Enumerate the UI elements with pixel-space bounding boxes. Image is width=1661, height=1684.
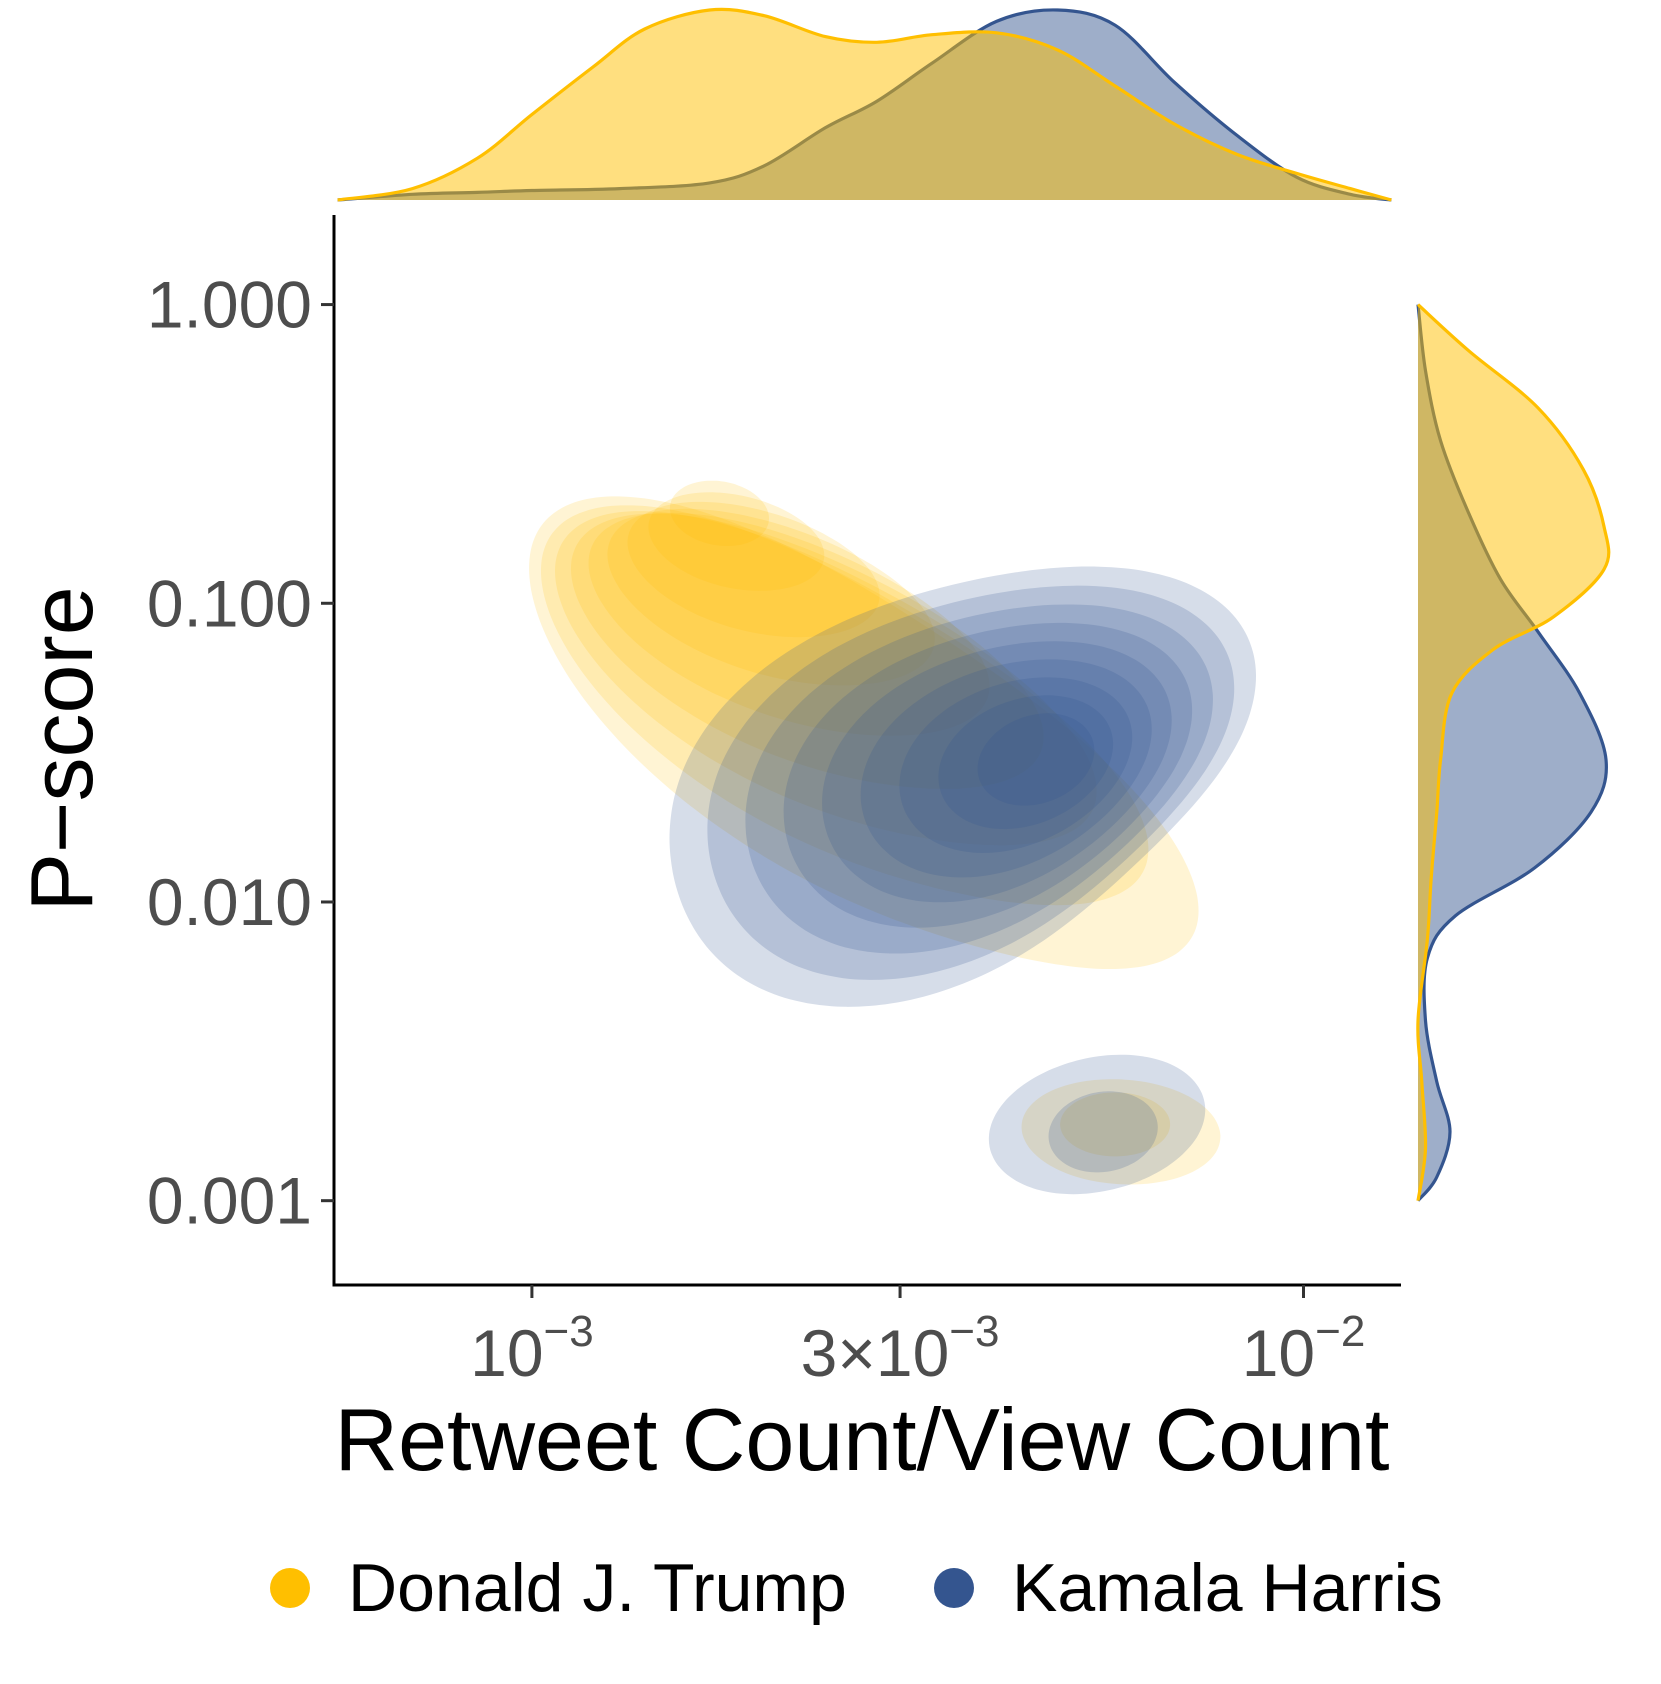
x-tick-label-0: 10−3 bbox=[470, 1307, 594, 1390]
density-contours bbox=[529, 480, 1257, 1195]
contour-level-harris-6 bbox=[899, 677, 1133, 853]
contour-level-harris-1 bbox=[1048, 1091, 1158, 1173]
y-marginal-line-trump bbox=[1416, 303, 1611, 1201]
contour-level-harris-3 bbox=[783, 622, 1193, 928]
legend-swatch-trump bbox=[270, 1568, 310, 1608]
contour-level-harris-8 bbox=[977, 713, 1095, 806]
x-marginal-line-trump bbox=[337, 7, 1392, 202]
y-tick-label-0: 1.000 bbox=[147, 268, 312, 342]
density-group-trump-0 bbox=[529, 480, 1199, 970]
contour-level-trump-7 bbox=[648, 492, 825, 591]
y-tick-label-2: 0.010 bbox=[147, 865, 312, 939]
contour-level-harris-5 bbox=[860, 659, 1152, 878]
y-tick-label-1: 0.100 bbox=[147, 566, 312, 640]
y-marginal-fill-trump bbox=[1417, 304, 1609, 1201]
legend: Donald J. Trump Kamala Harris bbox=[270, 1550, 1443, 1626]
contour-level-trump-3 bbox=[570, 513, 1044, 789]
y-axis-title: P−score bbox=[12, 586, 111, 911]
x-tick-label-1: 3×10−3 bbox=[801, 1307, 1000, 1390]
legend-label-trump: Donald J. Trump bbox=[348, 1550, 847, 1626]
contour-level-trump-8 bbox=[669, 480, 769, 547]
contour-level-trump-6 bbox=[627, 501, 880, 638]
contour-level-trump-0 bbox=[529, 496, 1199, 970]
contour-level-harris-7 bbox=[938, 695, 1114, 830]
contour-level-harris-0 bbox=[988, 1054, 1206, 1195]
density-group-trump-1 bbox=[1021, 1079, 1221, 1185]
contour-level-trump-4 bbox=[588, 512, 990, 736]
contour-level-trump-1 bbox=[540, 505, 1149, 906]
contour-level-trump-2 bbox=[555, 511, 1097, 846]
x-tick-label-2: 10−2 bbox=[1242, 1307, 1366, 1390]
legend-item-trump: Donald J. Trump bbox=[270, 1550, 847, 1626]
contour-level-trump-5 bbox=[607, 508, 935, 686]
contour-level-trump-1 bbox=[1060, 1092, 1171, 1157]
legend-swatch-harris bbox=[934, 1568, 974, 1608]
y-tick-label-3: 0.001 bbox=[147, 1164, 312, 1238]
density-group-harris-3 bbox=[988, 1054, 1206, 1195]
y-marginal-density bbox=[1416, 303, 1611, 1202]
contour-level-harris-0 bbox=[669, 566, 1257, 1007]
contour-level-trump-0 bbox=[1021, 1079, 1221, 1185]
x-axis-title: Retweet Count/View Count bbox=[335, 1390, 1390, 1489]
contour-level-harris-2 bbox=[745, 604, 1213, 954]
legend-item-harris: Kamala Harris bbox=[934, 1550, 1443, 1626]
legend-label-harris: Kamala Harris bbox=[1012, 1550, 1443, 1626]
x-marginal-fill-trump bbox=[337, 9, 1392, 200]
density-group-harris-2 bbox=[669, 566, 1257, 1007]
contour-level-harris-4 bbox=[822, 641, 1172, 903]
x-marginal-density bbox=[337, 7, 1392, 202]
contour-level-harris-1 bbox=[707, 585, 1235, 980]
